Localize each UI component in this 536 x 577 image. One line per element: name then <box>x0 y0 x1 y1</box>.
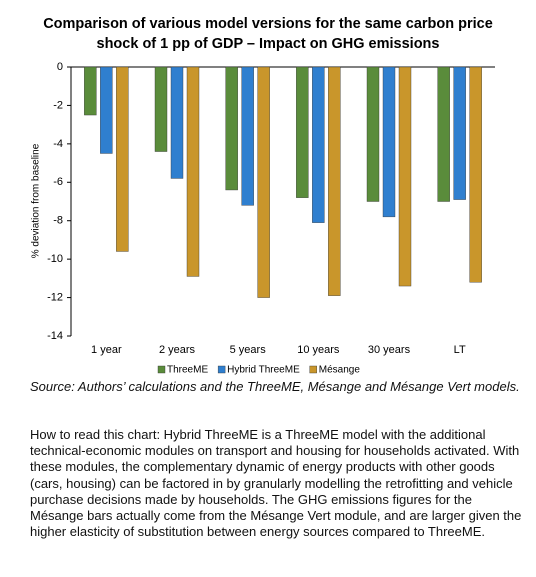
y-tick-label: -8 <box>53 215 63 227</box>
x-tick-label: LT <box>454 344 466 356</box>
chart-title: shock of 1 pp of GDP – Impact on GHG emi… <box>97 36 440 52</box>
bar <box>257 66 270 298</box>
y-tick-label: -10 <box>47 253 63 265</box>
bar <box>366 66 380 202</box>
source-note: Source: Authors’ calculations and the Th… <box>30 379 520 394</box>
bar <box>170 66 184 179</box>
y-tick-label: 0 <box>57 61 63 73</box>
bar <box>453 66 466 200</box>
bar <box>398 66 412 287</box>
bar <box>84 66 97 116</box>
bar <box>312 66 325 223</box>
legend-swatch <box>157 365 166 374</box>
y-tick-label: -12 <box>47 291 63 303</box>
x-tick-label: 10 years <box>297 344 340 356</box>
bar <box>328 66 341 296</box>
x-tick-label: 1 year <box>91 344 122 356</box>
reading-note: How to read this chart: Hybrid ThreeME i… <box>30 427 522 540</box>
y-axis-label: % deviation from baseline <box>31 143 42 258</box>
bar <box>469 66 482 283</box>
chart-title: Comparison of various model versions for… <box>43 16 493 32</box>
y-tick-label: -14 <box>47 330 63 342</box>
x-tick-label: 5 years <box>230 344 267 356</box>
y-tick-label: -4 <box>53 138 63 150</box>
legend-label: Hybrid ThreeME <box>227 365 300 376</box>
bar <box>296 66 309 198</box>
bar <box>382 66 396 218</box>
bar <box>437 66 450 202</box>
y-tick-label: -6 <box>53 176 63 188</box>
legend-swatch <box>309 365 317 374</box>
legend-label: ThreeME <box>167 365 208 376</box>
x-tick-label: 2 years <box>159 344 196 356</box>
x-tick-label: 30 years <box>368 344 411 356</box>
bar <box>116 66 129 252</box>
y-tick-label: -2 <box>53 99 63 111</box>
bar <box>225 66 238 191</box>
legend-label: Mésange <box>319 365 361 376</box>
chart: Comparison of various model versions for… <box>31 16 495 376</box>
legend-swatch <box>217 365 226 374</box>
bar <box>154 66 168 152</box>
bar <box>100 66 113 154</box>
bar <box>241 66 254 206</box>
bar <box>186 66 200 277</box>
